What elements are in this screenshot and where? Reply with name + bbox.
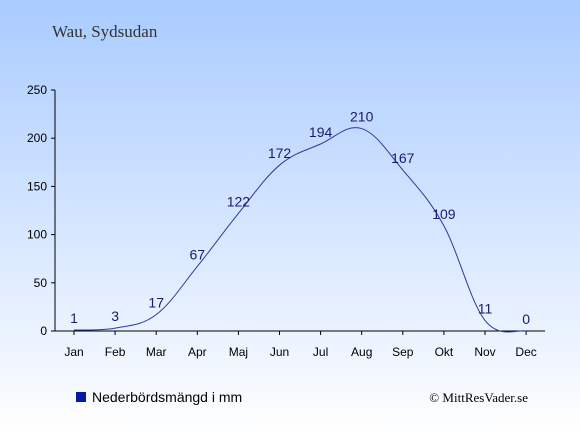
y-tick-label: 200 [27, 131, 47, 145]
x-tick-label: Jun [270, 345, 289, 359]
chart-title: Wau, Sydsudan [52, 22, 158, 41]
data-label: 67 [190, 246, 206, 262]
legend-label: Nederbördsmängd i mm [92, 389, 242, 405]
data-label: 210 [350, 109, 374, 125]
data-labels: 1 3 17 67 122 172 194 210 167 109 11 0 [70, 109, 530, 327]
precipitation-line [73, 127, 527, 333]
x-tick-label: Nov [474, 345, 495, 359]
x-tick-label: Jan [64, 345, 83, 359]
y-tick-label: 250 [27, 83, 47, 97]
axes [54, 90, 545, 332]
data-label: 17 [148, 295, 164, 311]
x-tick-label: Aug [351, 345, 372, 359]
data-label: 122 [227, 193, 251, 209]
x-tick-label: Maj [229, 345, 248, 359]
x-tick-label: Okt [435, 345, 454, 359]
data-label: 0 [522, 311, 530, 327]
data-label: 172 [268, 145, 292, 161]
y-axis-ticks: 0 50 100 150 200 250 [27, 83, 55, 338]
x-tick-label: Dec [515, 345, 536, 359]
data-label: 3 [111, 308, 119, 324]
data-label: 11 [478, 300, 493, 316]
x-tick-label: Feb [105, 345, 126, 359]
data-label: 194 [309, 124, 333, 140]
x-tick-label: Sep [392, 345, 414, 359]
data-label: 109 [432, 206, 456, 222]
x-axis-ticks: Jan Feb Mar Apr Maj Jun Jul Aug Sep Okt Nov Dec [64, 331, 537, 359]
x-tick-label: Mar [146, 345, 167, 359]
data-label: 167 [391, 150, 415, 166]
data-label: 1 [70, 310, 78, 326]
y-tick-label: 100 [27, 228, 47, 242]
credit-text: © MittResVader.se [429, 390, 528, 405]
y-tick-label: 50 [34, 276, 48, 290]
legend-swatch [76, 392, 86, 402]
y-tick-label: 0 [40, 324, 47, 338]
x-tick-label: Apr [188, 345, 207, 359]
x-tick-label: Jul [313, 345, 328, 359]
y-tick-label: 150 [27, 179, 47, 193]
